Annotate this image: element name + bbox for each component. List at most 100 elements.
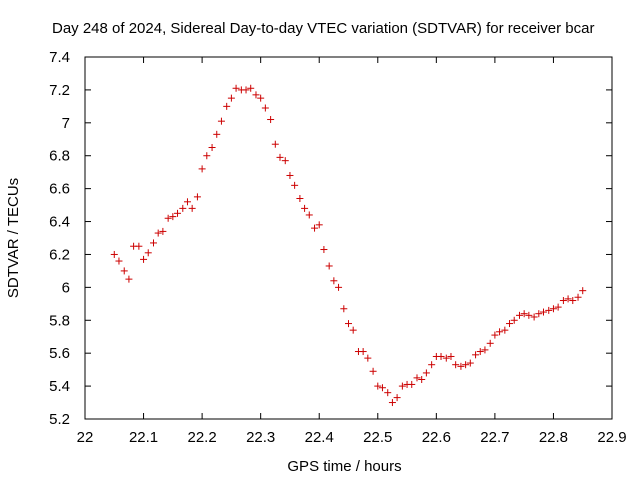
- data-point: [135, 242, 143, 250]
- x-tick-label: 22: [77, 429, 94, 446]
- y-tick-label: 7: [62, 115, 70, 132]
- data-point: [530, 313, 538, 321]
- y-tick-label: 5.2: [49, 411, 70, 428]
- data-point: [217, 117, 225, 125]
- y-tick-label: 5.4: [49, 378, 70, 395]
- x-tick-label: 22.8: [539, 429, 568, 446]
- data-point: [491, 331, 499, 339]
- data-point: [247, 84, 255, 92]
- data-point: [198, 165, 206, 173]
- data-point: [115, 257, 123, 265]
- data-point: [466, 359, 474, 367]
- data-point: [422, 369, 430, 377]
- data-point: [267, 116, 275, 124]
- data-point: [369, 367, 377, 375]
- data-point: [291, 181, 299, 189]
- data-point: [539, 308, 547, 316]
- x-tick-label: 22.2: [188, 429, 217, 446]
- data-point: [510, 316, 518, 324]
- data-point: [154, 229, 162, 237]
- data-point: [525, 311, 533, 319]
- data-series: [110, 84, 587, 407]
- x-tick-label: 22.1: [129, 429, 158, 446]
- y-tick-label: 6: [62, 279, 70, 296]
- y-tick-label: 5.8: [49, 312, 70, 329]
- data-point: [325, 262, 333, 270]
- y-tick-label: 7.2: [49, 82, 70, 99]
- x-tick-label: 22.4: [305, 429, 334, 446]
- data-point: [345, 320, 352, 328]
- data-point: [159, 227, 167, 235]
- data-point: [193, 193, 201, 201]
- data-point: [457, 362, 465, 370]
- data-point: [520, 310, 528, 318]
- data-point: [418, 376, 426, 384]
- data-point: [506, 320, 514, 328]
- data-point: [476, 348, 484, 356]
- data-point: [384, 389, 392, 397]
- y-tick-label: 6.2: [49, 246, 70, 263]
- data-point: [378, 384, 386, 392]
- data-point: [208, 144, 216, 151]
- data-point: [261, 104, 269, 112]
- chart-title: Day 248 of 2024, Sidereal Day-to-day VTE…: [52, 20, 594, 37]
- data-point: [110, 250, 118, 258]
- data-point: [393, 394, 401, 402]
- data-point: [349, 326, 357, 334]
- data-point: [398, 382, 406, 390]
- data-point: [545, 306, 553, 314]
- y-axis: 5.2 5.4 5.6 5.8 6 6.2 6.4 6.6 6.8 7 7.2 7.4: [49, 49, 612, 428]
- data-point: [481, 346, 489, 354]
- x-axis: 22 22.1 22.2 22.3 22.4 22.5 22.6 22.7 22.8 22.9: [77, 57, 627, 446]
- data-point: [296, 195, 304, 203]
- data-point: [413, 374, 421, 382]
- data-point: [340, 305, 348, 313]
- data-point: [252, 91, 260, 99]
- data-point: [437, 352, 445, 360]
- plot-frame: [84, 56, 613, 420]
- data-point: [223, 102, 231, 110]
- y-axis-label: SDTVAR / TECUs: [5, 178, 22, 298]
- data-point: [335, 283, 343, 291]
- data-point: [213, 130, 221, 138]
- data-point: [359, 348, 367, 356]
- data-point: [496, 328, 504, 336]
- y-tick-label: 5.6: [49, 345, 70, 362]
- data-point: [164, 214, 172, 222]
- x-tick-label: 22.5: [363, 429, 392, 446]
- data-point: [472, 351, 480, 359]
- y-tick-label: 7.4: [49, 49, 70, 66]
- data-point: [125, 275, 133, 283]
- data-point: [203, 152, 211, 160]
- data-point: [174, 209, 182, 217]
- data-point: [120, 267, 128, 275]
- y-tick-label: 6.4: [49, 214, 70, 231]
- data-point: [140, 255, 148, 263]
- data-point: [535, 310, 543, 318]
- data-point: [452, 361, 460, 369]
- data-point: [486, 339, 494, 347]
- data-point: [515, 311, 523, 319]
- data-point: [144, 249, 152, 257]
- data-point: [315, 221, 323, 229]
- data-point: [179, 204, 187, 212]
- data-point: [232, 84, 240, 92]
- data-point: [320, 246, 328, 254]
- data-point: [150, 239, 158, 247]
- data-point: [388, 399, 396, 407]
- data-point: [442, 354, 450, 362]
- x-tick-label: 22.3: [246, 429, 275, 446]
- x-axis-label: GPS time / hours: [287, 458, 401, 475]
- data-point: [183, 198, 191, 206]
- data-point: [169, 213, 177, 221]
- x-tick-label: 22.6: [422, 429, 451, 446]
- data-point: [330, 277, 338, 285]
- data-point: [428, 361, 436, 369]
- data-point: [364, 354, 372, 362]
- data-point: [257, 94, 265, 102]
- data-point: [311, 224, 319, 232]
- data-point: [564, 295, 572, 303]
- data-point: [447, 352, 455, 360]
- data-point: [574, 293, 582, 301]
